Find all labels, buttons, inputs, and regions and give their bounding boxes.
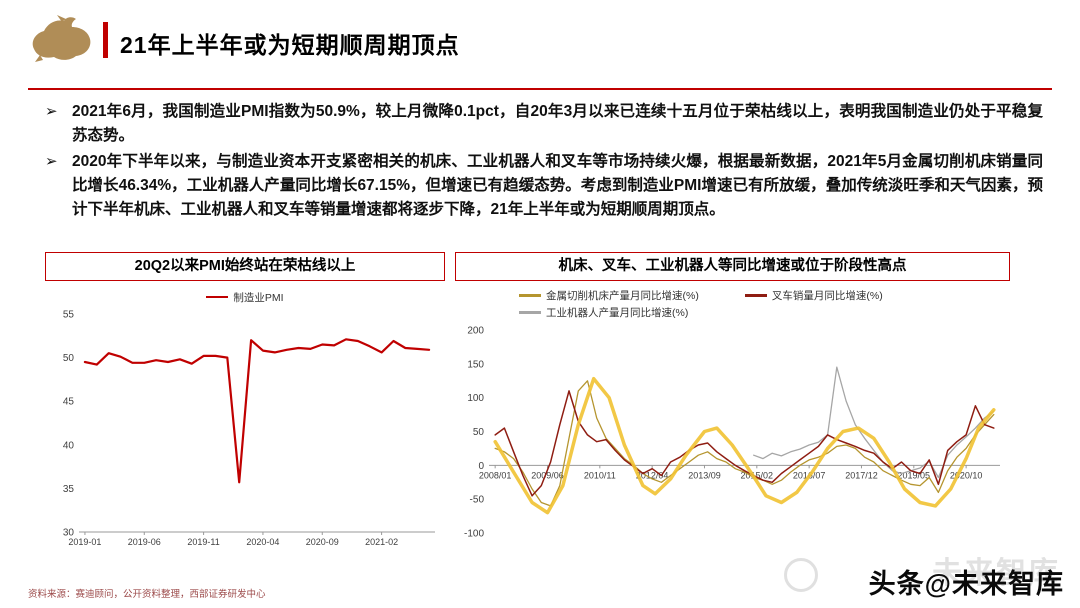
page-title: 21年上半年或为短期顺周期顶点 xyxy=(120,32,460,58)
bullet-marker-icon: ➢ xyxy=(45,153,58,171)
growth-chart-card: 机床、叉车、工业机器人等同比增速或位于阶段性高点 金属切削机床产量月同比增速(%… xyxy=(455,252,1010,547)
legend-label: 制造业PMI xyxy=(233,291,284,304)
svg-text:2013/09: 2013/09 xyxy=(688,470,721,480)
svg-text:2017/12: 2017/12 xyxy=(845,470,878,480)
svg-text:50: 50 xyxy=(63,353,75,364)
header-rule xyxy=(28,88,1052,90)
svg-text:2019-11: 2019-11 xyxy=(187,537,219,546)
svg-text:2020-04: 2020-04 xyxy=(246,537,279,546)
svg-text:0: 0 xyxy=(478,461,484,472)
title-accent-bar xyxy=(103,22,108,58)
legend-item: 叉车销量月同比增速(%) xyxy=(744,288,971,303)
svg-text:-100: -100 xyxy=(464,529,484,540)
svg-text:45: 45 xyxy=(63,397,75,408)
bullet-item: ➢ 2021年6月，我国制造业PMI指数为50.9%，较上月微降0.1pct，自… xyxy=(45,100,1043,148)
source-note: 资料来源：赛迪顾问，公开资料整理，西部证券研发中心 xyxy=(28,589,266,600)
watermark-ghost-text: 未来智库 xyxy=(932,557,1060,590)
svg-text:100: 100 xyxy=(467,393,484,404)
growth-chart-title: 机床、叉车、工业机器人等同比增速或位于阶段性高点 xyxy=(455,252,1010,281)
svg-text:35: 35 xyxy=(63,484,75,495)
legend-item: 金属切削机床产量月同比增速(%) xyxy=(519,288,745,303)
svg-text:30: 30 xyxy=(63,528,75,539)
legend-item: 工业机器人产量月同比增速(%) xyxy=(519,305,745,320)
growth-chart-plot: -100 -50 0 50 100 150 200 2008/01 2009/06 2010/11… xyxy=(464,326,1000,540)
svg-text:2012/04: 2012/04 xyxy=(636,470,669,480)
svg-text:150: 150 xyxy=(467,359,484,370)
watermark-ghost-circle-icon xyxy=(784,558,818,592)
svg-text:2008/01: 2008/01 xyxy=(479,470,512,480)
watermark: 未来智库 头条@未来智库 xyxy=(754,554,1064,604)
pmi-chart-plot: 30 35 40 45 50 55 2019-01 2019-06 2019-11 2020-04… xyxy=(63,310,435,546)
pmi-chart-card: 20Q2以来PMI始终站在荣枯线以上 制造业PMI 30 35 40 45 50 55 20… xyxy=(45,252,445,546)
svg-text:55: 55 xyxy=(63,310,75,321)
legend-label: 叉车销量月同比增速(%) xyxy=(771,290,883,302)
growth-chart-legend: 金属切削机床产量月同比增速(%) 叉车销量月同比增速(%) 工业机器人产量月同比增速… xyxy=(455,288,1010,322)
legend-swatch xyxy=(519,311,541,314)
bullet-item: ➢ 2020年下半年以来，与制造业资本开支紧密相关的机床、工业机器人和叉车等市场… xyxy=(45,150,1043,222)
svg-text:2009/06: 2009/06 xyxy=(531,470,564,480)
svg-text:2021-02: 2021-02 xyxy=(365,537,398,546)
bullet-list: ➢ 2021年6月，我国制造业PMI指数为50.9%，较上月微降0.1pct，自… xyxy=(45,100,1043,224)
bull-logo-icon xyxy=(32,15,91,62)
bullet-text: 2021年6月，我国制造业PMI指数为50.9%，较上月微降0.1pct，自20… xyxy=(72,103,1043,145)
svg-text:2015/02: 2015/02 xyxy=(741,470,774,480)
svg-text:2019/05: 2019/05 xyxy=(898,470,931,480)
svg-text:2010/11: 2010/11 xyxy=(584,470,616,480)
watermark-main-text: 头条@未来智库 xyxy=(868,569,1064,599)
legend-label: 金属切削机床产量月同比增速(%) xyxy=(546,290,699,302)
legend-swatch xyxy=(206,295,229,299)
svg-text:-50: -50 xyxy=(470,495,485,506)
svg-text:2020/10: 2020/10 xyxy=(950,470,983,480)
bullet-marker-icon: ➢ xyxy=(45,103,58,120)
svg-text:40: 40 xyxy=(63,440,75,451)
legend-swatch xyxy=(519,294,541,297)
bullet-text: 2020年下半年以来，与制造业资本开支紧密相关的机床、工业机器人和叉车等市场持续… xyxy=(72,153,1043,219)
legend-label: 工业机器人产量月同比增速(%) xyxy=(546,307,689,319)
legend-swatch xyxy=(744,294,767,297)
svg-text:50: 50 xyxy=(473,427,485,438)
svg-text:2019-01: 2019-01 xyxy=(68,537,101,546)
svg-text:2019-06: 2019-06 xyxy=(128,537,161,546)
svg-text:200: 200 xyxy=(467,326,484,337)
legend-item: 制造业PMI xyxy=(206,290,284,304)
pmi-chart-title: 20Q2以来PMI始终站在荣枯线以上 xyxy=(45,252,445,281)
pmi-chart-legend: 制造业PMI xyxy=(45,290,445,306)
svg-text:2020-09: 2020-09 xyxy=(306,537,339,546)
